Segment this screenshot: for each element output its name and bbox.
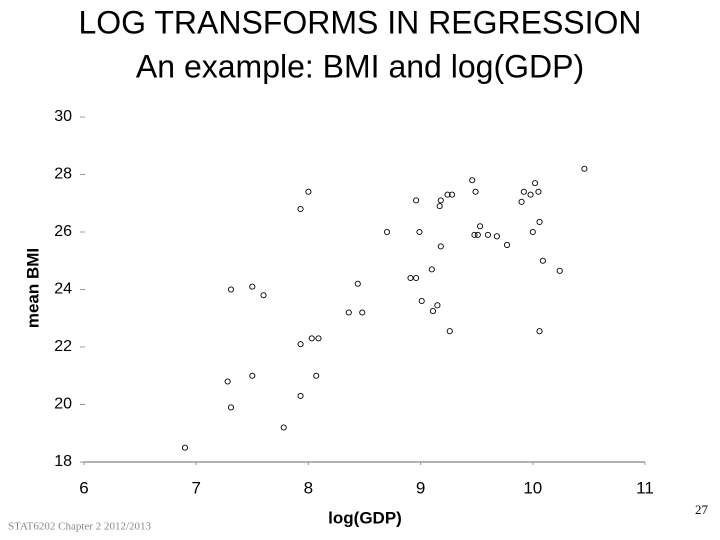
point [527, 191, 534, 198]
point [413, 274, 420, 282]
point [448, 191, 456, 198]
point [315, 335, 322, 342]
point [429, 308, 436, 315]
point [359, 309, 366, 316]
point [249, 372, 256, 379]
point [484, 231, 491, 238]
point [428, 266, 435, 273]
point [181, 444, 189, 451]
point [416, 228, 423, 236]
slide-title: LOG TRANSFORMS IN REGRESSION [78, 4, 641, 40]
y-axis-label: mean BMI [23, 248, 42, 328]
point [477, 223, 484, 230]
x-tick-label: 7 [191, 478, 200, 497]
page-number: 27 [695, 502, 709, 517]
x-tick-label: 10 [523, 478, 542, 497]
point [434, 302, 441, 309]
x-tick-label: 6 [79, 478, 88, 497]
point [436, 203, 443, 210]
y-tick-label: 18 [54, 453, 72, 470]
point [469, 177, 476, 184]
y-tick-label: 22 [54, 338, 72, 355]
x-axis-label: log(GDP) [328, 508, 402, 527]
point [413, 197, 420, 204]
point [539, 257, 546, 264]
point [224, 378, 231, 385]
point [227, 286, 235, 293]
y-tick-label: 28 [54, 166, 72, 183]
point [297, 341, 304, 348]
y-tick-label: 30 [54, 108, 72, 125]
point [437, 243, 444, 250]
point [520, 188, 527, 195]
point [474, 231, 481, 238]
point [354, 280, 361, 287]
point [280, 424, 287, 431]
point [308, 335, 315, 342]
point [297, 205, 304, 213]
y-tick-label: 24 [54, 281, 72, 298]
slide-title: An example: BMI and log(GDP) [136, 48, 584, 84]
point [305, 188, 312, 195]
point [383, 228, 390, 236]
point [345, 309, 352, 316]
point [536, 218, 543, 225]
point [503, 241, 511, 248]
point [536, 328, 543, 335]
point [446, 328, 453, 335]
point [535, 188, 542, 195]
x-tick-label: 8 [304, 478, 313, 497]
y-tick-label: 20 [54, 396, 72, 413]
x-tick-label: 11 [636, 478, 654, 497]
point [260, 292, 267, 299]
point [313, 372, 320, 379]
footer: STAT6202 Chapter 2 2012/2013 [8, 521, 152, 533]
point [556, 267, 563, 274]
y-tick-label: 26 [54, 223, 72, 240]
point [471, 231, 478, 238]
point [437, 197, 444, 204]
point [529, 228, 536, 236]
point [472, 188, 479, 195]
point [249, 283, 256, 290]
x-tick-label: 9 [416, 478, 425, 497]
point [518, 198, 525, 205]
point [493, 233, 500, 240]
point [297, 392, 304, 399]
point [531, 180, 539, 187]
point [418, 297, 425, 305]
point [581, 165, 588, 172]
point [444, 191, 451, 198]
point [227, 404, 235, 411]
point [407, 274, 414, 282]
